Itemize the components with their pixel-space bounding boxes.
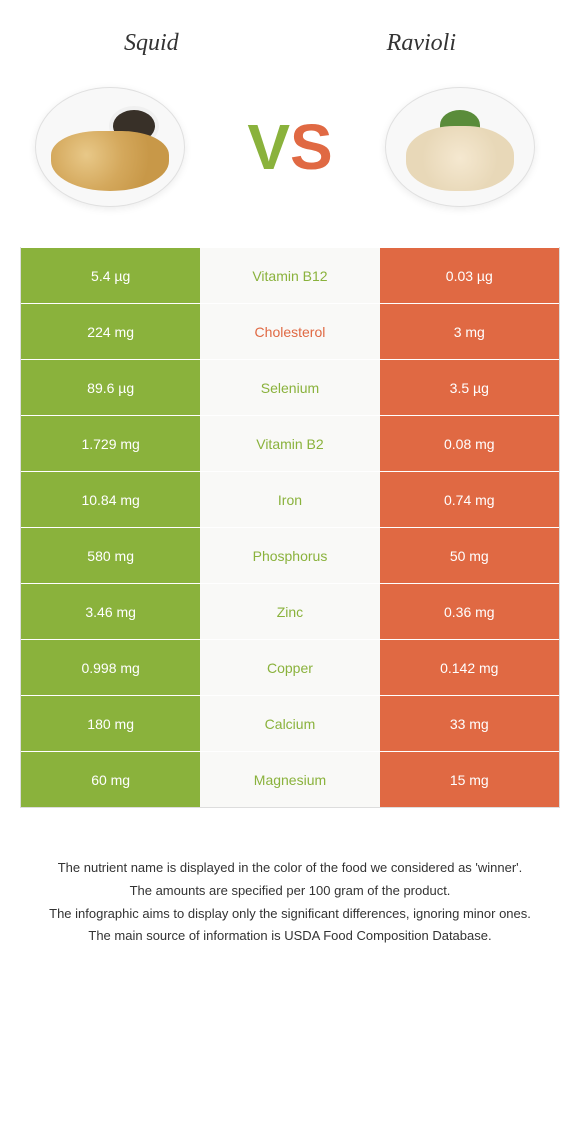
- footer-text: The nutrient name is displayed in the co…: [20, 858, 560, 947]
- table-row: 0.998 mgCopper0.142 mg: [21, 639, 559, 695]
- right-value-cell: 0.03 µg: [380, 248, 559, 303]
- left-food-title: Squid: [124, 30, 179, 57]
- nutrient-name-cell: Zinc: [200, 584, 379, 639]
- nutrient-name-cell: Magnesium: [200, 752, 379, 807]
- footer-line-2: The amounts are specified per 100 gram o…: [40, 881, 540, 902]
- table-row: 3.46 mgZinc0.36 mg: [21, 583, 559, 639]
- table-row: 180 mgCalcium33 mg: [21, 695, 559, 751]
- footer-line-4: The main source of information is USDA F…: [40, 926, 540, 947]
- nutrient-name-cell: Phosphorus: [200, 528, 379, 583]
- left-value-cell: 5.4 µg: [21, 248, 200, 303]
- left-value-cell: 580 mg: [21, 528, 200, 583]
- nutrient-table: 5.4 µgVitamin B120.03 µg224 mgCholestero…: [20, 247, 560, 808]
- nutrient-name-cell: Iron: [200, 472, 379, 527]
- right-value-cell: 15 mg: [380, 752, 559, 807]
- footer-line-3: The infographic aims to display only the…: [40, 904, 540, 925]
- table-row: 10.84 mgIron0.74 mg: [21, 471, 559, 527]
- vs-v-letter: V: [247, 111, 290, 183]
- right-value-cell: 50 mg: [380, 528, 559, 583]
- left-value-cell: 0.998 mg: [21, 640, 200, 695]
- right-value-cell: 3.5 µg: [380, 360, 559, 415]
- nutrient-name-cell: Vitamin B12: [200, 248, 379, 303]
- table-row: 60 mgMagnesium15 mg: [21, 751, 559, 807]
- left-value-cell: 3.46 mg: [21, 584, 200, 639]
- right-value-cell: 0.08 mg: [380, 416, 559, 471]
- vs-section: VS: [20, 87, 560, 207]
- nutrient-name-cell: Vitamin B2: [200, 416, 379, 471]
- vs-label: VS: [247, 110, 332, 184]
- table-row: 89.6 µgSelenium3.5 µg: [21, 359, 559, 415]
- right-value-cell: 3 mg: [380, 304, 559, 359]
- table-row: 580 mgPhosphorus50 mg: [21, 527, 559, 583]
- right-value-cell: 0.142 mg: [380, 640, 559, 695]
- right-food-image: [385, 87, 545, 207]
- left-value-cell: 224 mg: [21, 304, 200, 359]
- header: Squid Ravioli: [20, 30, 560, 57]
- nutrient-name-cell: Cholesterol: [200, 304, 379, 359]
- left-value-cell: 1.729 mg: [21, 416, 200, 471]
- vs-s-letter: S: [290, 111, 333, 183]
- left-value-cell: 89.6 µg: [21, 360, 200, 415]
- nutrient-name-cell: Selenium: [200, 360, 379, 415]
- left-value-cell: 60 mg: [21, 752, 200, 807]
- right-value-cell: 0.36 mg: [380, 584, 559, 639]
- table-row: 1.729 mgVitamin B20.08 mg: [21, 415, 559, 471]
- table-row: 224 mgCholesterol3 mg: [21, 303, 559, 359]
- left-value-cell: 10.84 mg: [21, 472, 200, 527]
- right-food-title: Ravioli: [387, 30, 456, 57]
- nutrient-name-cell: Calcium: [200, 696, 379, 751]
- right-value-cell: 0.74 mg: [380, 472, 559, 527]
- footer-line-1: The nutrient name is displayed in the co…: [40, 858, 540, 879]
- left-value-cell: 180 mg: [21, 696, 200, 751]
- table-row: 5.4 µgVitamin B120.03 µg: [21, 247, 559, 303]
- left-food-image: [35, 87, 195, 207]
- nutrient-name-cell: Copper: [200, 640, 379, 695]
- right-value-cell: 33 mg: [380, 696, 559, 751]
